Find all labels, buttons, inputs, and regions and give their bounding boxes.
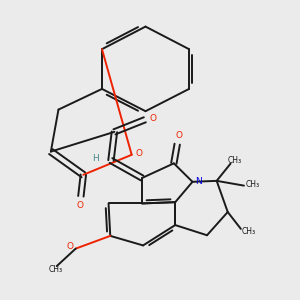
Text: O: O bbox=[66, 242, 73, 251]
Text: O: O bbox=[149, 114, 156, 123]
Text: O: O bbox=[136, 149, 143, 158]
Text: O: O bbox=[175, 131, 182, 140]
Text: H: H bbox=[93, 154, 99, 163]
Text: O: O bbox=[76, 201, 83, 210]
Text: CH₃: CH₃ bbox=[228, 156, 242, 165]
Text: CH₃: CH₃ bbox=[48, 265, 62, 274]
Text: CH₃: CH₃ bbox=[241, 227, 255, 236]
Text: CH₃: CH₃ bbox=[246, 180, 260, 189]
Text: N: N bbox=[195, 177, 202, 186]
